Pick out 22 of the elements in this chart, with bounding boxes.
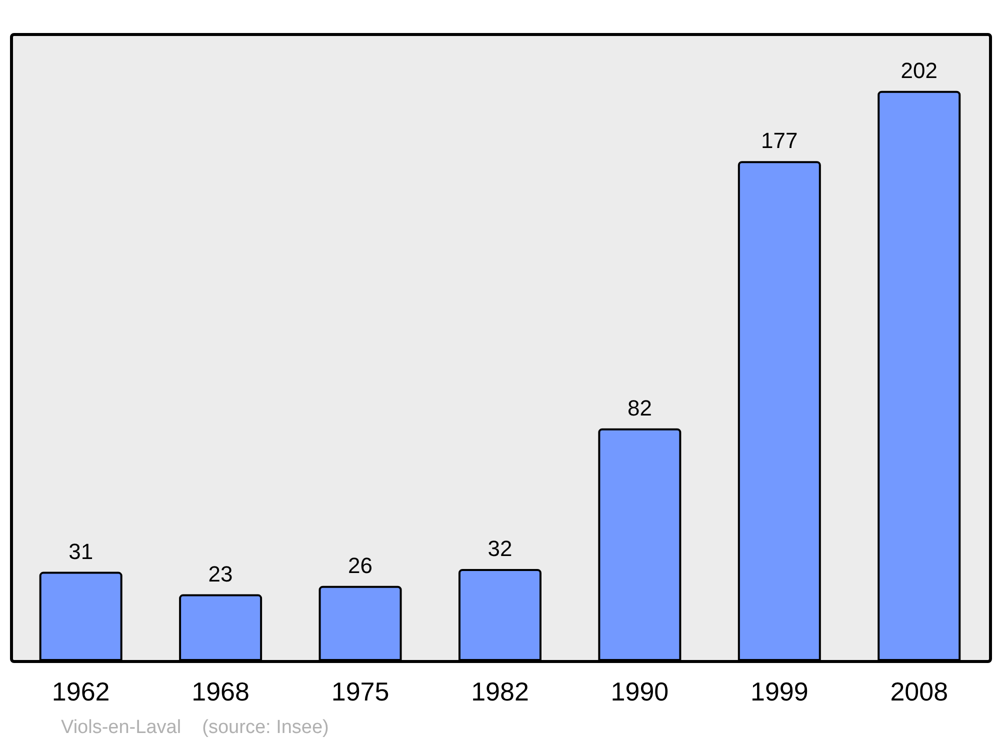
x-tick-label: 1962 [52, 676, 110, 706]
x-tick-label: 1990 [610, 676, 669, 706]
x-tick-label: 1999 [750, 676, 808, 706]
bar [318, 586, 402, 661]
data-label: 31 [68, 538, 94, 564]
x-tick-label: 1982 [471, 676, 529, 706]
data-label: 26 [348, 552, 373, 578]
x-tick-label: 1968 [192, 676, 250, 706]
data-label: 32 [488, 536, 512, 561]
data-label: 177 [761, 128, 798, 154]
data-label: 23 [208, 561, 233, 586]
data-label: 202 [900, 58, 938, 83]
text: Viols-en-Laval (source: Insee) [61, 717, 329, 739]
x-tick-label: 1975 [331, 676, 390, 706]
bar [598, 428, 682, 661]
bar [458, 568, 542, 661]
data-label: 82 [627, 395, 652, 420]
bar [878, 90, 961, 661]
bar [179, 594, 262, 661]
bar [738, 161, 821, 661]
bar [39, 572, 122, 661]
x-tick-label: 2008 [890, 676, 948, 706]
